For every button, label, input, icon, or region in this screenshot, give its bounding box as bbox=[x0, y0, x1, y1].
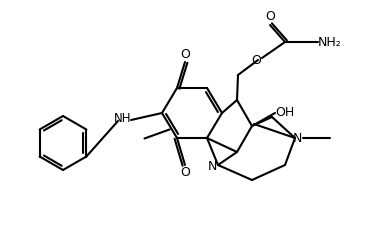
Text: O: O bbox=[180, 166, 190, 180]
Text: O: O bbox=[251, 53, 261, 67]
Text: N: N bbox=[207, 159, 217, 173]
Text: NH: NH bbox=[114, 112, 132, 124]
Text: O: O bbox=[265, 10, 275, 23]
Text: NH₂: NH₂ bbox=[318, 36, 342, 48]
Text: O: O bbox=[180, 47, 190, 60]
Text: OH: OH bbox=[275, 106, 294, 120]
Text: N: N bbox=[292, 131, 302, 144]
